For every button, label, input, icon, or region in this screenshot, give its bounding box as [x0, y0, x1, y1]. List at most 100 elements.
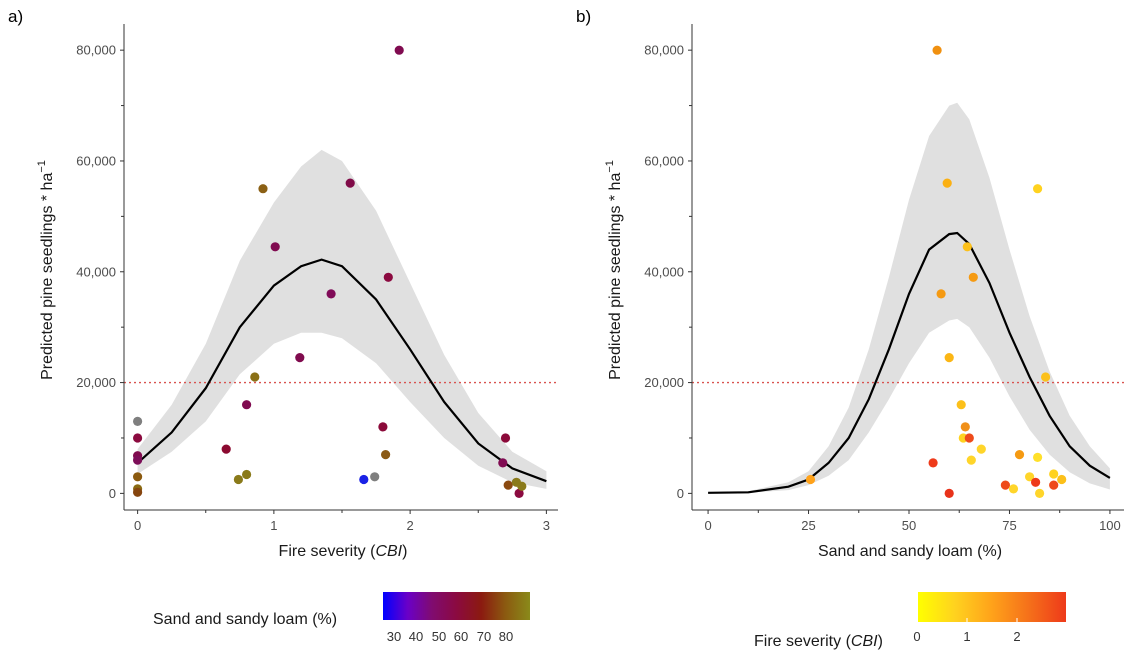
data-point-b-16 [1000, 480, 1011, 490]
panel-label-b: b) [576, 7, 591, 26]
data-point-b-25 [1049, 469, 1059, 479]
data-point-a-9 [233, 474, 243, 485]
confidence-band-b [708, 102, 1110, 494]
x-tick-label-a: 2 [407, 518, 414, 533]
y-tick-label-a: 20,000 [76, 375, 116, 390]
data-point-a-23 [394, 45, 404, 55]
legend-title-sand: Sand and sandy loam (%) [153, 611, 337, 628]
legend-tick-label-fire-severity: 1 [963, 629, 970, 644]
data-point-a-21 [381, 450, 391, 460]
data-point-a-19 [370, 472, 380, 482]
x-axis-title-a: Fire severity (CBI) [279, 543, 408, 560]
data-point-b-11 [962, 242, 972, 252]
panel-label-a: a) [8, 7, 23, 26]
data-point-b-21 [1033, 184, 1043, 194]
data-point-b-2 [928, 458, 938, 468]
data-point-b-18 [1014, 450, 1025, 460]
data-point-b-6 [944, 353, 954, 363]
legend-tick-label-sand: 50 [432, 629, 446, 644]
data-point-a-11 [242, 400, 252, 410]
scatter-points-b [805, 45, 1067, 498]
data-point-b-15 [976, 444, 986, 454]
legend-title-fire-severity: Fire severity (CBI) [754, 633, 883, 650]
x-tick-label-b: 100 [1099, 518, 1121, 533]
panel-a: a) 0 20,000 40,000 60,000 80,000 0 1 2 3 Fire se… [8, 7, 558, 644]
legend-ticks-fire-severity: 0 1 2 [913, 618, 1021, 644]
data-point-b-26 [1049, 480, 1059, 490]
data-point-b-17 [1008, 484, 1019, 494]
data-point-a-1 [133, 416, 143, 426]
data-point-b-7 [944, 488, 954, 498]
fit-curve-a [136, 258, 547, 483]
panel-b: b) 0 20,000 40,000 60,000 80,000 0 25 50 75 100 S… [576, 7, 1124, 650]
data-point-a-20 [378, 422, 388, 432]
data-point-a-5 [133, 472, 143, 482]
legend-tick-label-sand: 40 [409, 629, 423, 644]
confidence-band-a [137, 149, 547, 489]
data-point-a-29 [517, 481, 527, 491]
legend-tick-label-fire-severity: 2 [1013, 629, 1020, 644]
data-point-a-8 [221, 444, 231, 454]
data-point-b-3 [932, 45, 942, 55]
data-point-a-16 [326, 289, 336, 299]
axes-b: 0 20,000 40,000 60,000 80,000 0 25 50 75 100 [644, 24, 1124, 533]
legend-tick-label-sand: 80 [499, 629, 513, 644]
legend-sand: Sand and sandy loam (%) 30 40 50 60 70 80 [153, 592, 530, 644]
data-point-a-24 [498, 458, 508, 468]
x-tick-label-b: 50 [902, 518, 916, 533]
y-tick-label-b: 40,000 [644, 264, 684, 279]
data-point-b-1 [805, 474, 816, 485]
data-point-b-12 [964, 433, 974, 443]
data-point-b-20 [1031, 477, 1041, 487]
fit-curve-a [136, 258, 547, 483]
data-point-a-15 [295, 353, 305, 363]
scatter-points-a [133, 45, 527, 498]
y-tick-label-a: 60,000 [76, 153, 116, 168]
data-point-b-27 [1057, 474, 1067, 485]
data-point-b-10 [960, 422, 970, 432]
x-tick-label-b: 75 [1002, 518, 1016, 533]
data-point-a-2 [133, 433, 143, 443]
data-point-b-5 [942, 178, 952, 188]
data-point-a-28 [514, 488, 524, 498]
y-tick-label-a: 80,000 [76, 43, 116, 58]
data-point-a-10 [242, 469, 252, 480]
y-tick-label-b: 20,000 [644, 375, 684, 390]
legend-tick-label-sand: 60 [454, 629, 468, 644]
data-point-b-22 [1033, 452, 1043, 462]
legend-tick-label-fire-severity: 0 [913, 629, 920, 644]
data-point-b-13 [966, 455, 976, 465]
legend-colorbar-sand [383, 592, 530, 620]
legend-ticks-sand: 30 40 50 60 70 80 [387, 629, 513, 644]
data-point-b-8 [956, 400, 966, 410]
data-point-a-26 [503, 480, 513, 490]
y-tick-label-a: 0 [109, 486, 116, 501]
x-tick-label-a: 0 [134, 518, 141, 533]
x-tick-label-b: 25 [801, 518, 815, 533]
y-tick-label-b: 60,000 [644, 153, 684, 168]
y-axis-title-a: Predicted pine seedlings * ha−1 [36, 160, 56, 380]
y-tick-label-b: 0 [677, 486, 684, 501]
data-point-a-7 [133, 487, 143, 497]
data-point-a-18 [359, 474, 369, 485]
confidence-band-a [137, 149, 547, 489]
data-point-b-24 [1041, 372, 1051, 382]
legend-fire-severity: Fire severity (CBI) 0 1 2 [754, 592, 1066, 650]
x-tick-label-a: 1 [270, 518, 277, 533]
legend-tick-label-sand: 30 [387, 629, 401, 644]
x-tick-label-a: 3 [543, 518, 550, 533]
legend-colorbar-fire-severity [918, 592, 1066, 622]
data-point-a-12 [250, 372, 260, 382]
data-point-a-25 [500, 433, 511, 443]
data-point-b-4 [936, 289, 946, 299]
data-point-b-14 [968, 272, 978, 282]
x-axis-title-b: Sand and sandy loam (%) [818, 543, 1002, 560]
axes-a: 0 20,000 40,000 60,000 80,000 0 1 2 3 [76, 24, 558, 533]
y-tick-label-a: 40,000 [76, 264, 116, 279]
legend-tick-label-sand: 70 [477, 629, 491, 644]
data-point-a-17 [345, 178, 355, 188]
y-axis-title-b: Predicted pine seedlings * ha−1 [604, 160, 624, 380]
data-point-b-19 [1025, 472, 1035, 482]
data-point-a-4 [133, 455, 143, 465]
